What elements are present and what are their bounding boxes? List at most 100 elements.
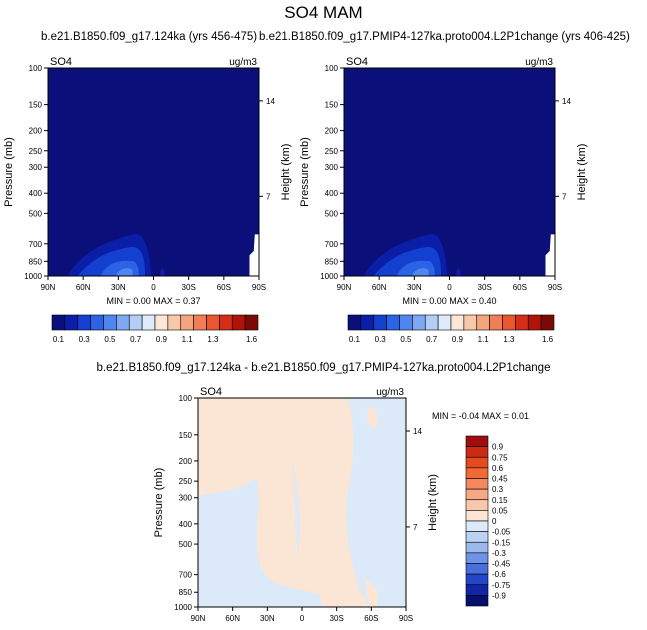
negative-island <box>358 540 365 560</box>
colorbar-box <box>465 520 489 532</box>
colorbar-tick-label: -0.45 <box>492 560 511 569</box>
x-tick-label: 30N <box>260 614 275 623</box>
colorbar-box <box>465 510 489 522</box>
units-label: ug/m3 <box>525 57 553 68</box>
x-tick-label: 60N <box>372 283 387 292</box>
panel2-field <box>344 68 555 276</box>
colorbar-box <box>465 595 489 607</box>
colorbar-box <box>399 314 413 331</box>
y-tick-label: 700 <box>179 571 193 580</box>
colorbar-box <box>465 541 489 554</box>
units-label: ug/m3 <box>376 387 404 398</box>
terrain-mask <box>545 234 555 276</box>
panel3-field <box>198 398 406 607</box>
x-tick-label: 90S <box>399 614 413 623</box>
x-tick-label: 90N <box>337 283 352 292</box>
colorbar-box <box>465 435 489 447</box>
x-tick-label: 0 <box>447 283 452 292</box>
colorbar-box <box>424 314 439 331</box>
y-tick-label: 100 <box>325 64 339 73</box>
colorbar-box <box>465 584 489 596</box>
colorbar-box <box>489 314 503 331</box>
colorbar-box <box>465 456 489 469</box>
colorbar-tick-label: 1.6 <box>542 335 554 344</box>
y-tick-label: 150 <box>29 101 43 110</box>
y-tick-label: 200 <box>179 457 193 466</box>
y-tick-label: 250 <box>179 477 193 486</box>
colorbar-tick-label: -0.3 <box>492 549 506 558</box>
positive-pocket-1 <box>367 406 378 429</box>
colorbar-box <box>527 314 542 331</box>
x-tick-label: 60N <box>76 283 91 292</box>
colorbar-box <box>412 314 426 331</box>
variable-label: SO4 <box>346 56 368 68</box>
y-tick-label: 300 <box>325 163 339 172</box>
colorbar-box <box>154 314 169 331</box>
colorbar-tick-label: 0.1 <box>349 335 361 344</box>
panel2-stats: MIN = 0.00 MAX = 0.40 <box>402 296 496 306</box>
contour-level-4 <box>411 268 429 276</box>
right-axis-label: Height (km) <box>280 144 292 201</box>
colorbar-box <box>450 314 465 331</box>
colorbar-box <box>128 314 143 331</box>
colorbar-box <box>515 314 529 331</box>
colorbar-box <box>116 314 130 331</box>
y-tick-label: 500 <box>179 540 193 549</box>
colorbar-tick-label: 1.1 <box>182 335 194 344</box>
colorbar-tick-label: 1.6 <box>246 335 258 344</box>
colorbar-box <box>90 314 104 331</box>
x-tick-label: 90S <box>252 283 266 292</box>
y-tick-label: 200 <box>29 127 43 136</box>
colorbar-box <box>141 314 156 331</box>
colorbar-tick-label: 1.3 <box>207 335 219 344</box>
x-tick-label: 90N <box>191 614 206 623</box>
contour-level-4 <box>115 268 133 276</box>
x-tick-label: 60S <box>364 614 378 623</box>
right-tick-label: 7 <box>266 192 271 201</box>
panel3-stats: MIN = -0.04 MAX = 0.01 <box>432 411 529 421</box>
colorbar-box <box>465 573 489 586</box>
colorbar-tick-label: 0.9 <box>156 335 168 344</box>
y-tick-label: 300 <box>29 163 43 172</box>
y-tick-label: 400 <box>325 189 339 198</box>
colorbar-tick-label: 0.7 <box>130 335 142 344</box>
colorbar-tick-label: 0.5 <box>104 335 116 344</box>
colorbar-box <box>502 314 516 331</box>
negative-strip <box>291 460 300 555</box>
y-tick-label: 100 <box>29 64 43 73</box>
y-tick-label: 700 <box>29 240 43 249</box>
colorbar-tick-label: 0.7 <box>426 335 438 344</box>
colorbar-tick-label: 0.75 <box>492 453 508 462</box>
panel2-axes: 90N 60N 30N 0 30S 60S 90S 100 150 200 250 300 400 500… <box>299 56 588 292</box>
right-tick-label: 7 <box>562 192 567 201</box>
x-tick-label: 60S <box>513 283 527 292</box>
panel1-field <box>48 68 259 276</box>
y-tick-label: 100 <box>179 394 193 403</box>
colorbar-tick-label: 0.1 <box>53 335 65 344</box>
colorbar-box <box>465 478 489 490</box>
panel1-stats: MIN = 0.00 MAX = 0.37 <box>106 296 200 306</box>
colorbar-tick-label: 0.3 <box>375 335 387 344</box>
y-tick-label: 850 <box>29 257 43 266</box>
x-tick-label: 90S <box>548 283 562 292</box>
colorbar-box <box>77 314 91 331</box>
colorbar-box <box>193 314 207 331</box>
panel3-title: b.e21.B1850.f09_g17.124ka - b.e21.B1850.… <box>96 362 551 374</box>
negative-region-north <box>198 477 323 607</box>
colorbar-box <box>465 446 489 458</box>
x-tick-label: 60N <box>225 614 240 623</box>
panel1-axes: 90N 60N 30N 0 30S 60S 90S 100 150 200 250 300 400 500… <box>3 56 292 292</box>
y-tick-label: 400 <box>179 520 193 529</box>
colorbar-box <box>64 314 79 331</box>
colorbar-box <box>360 314 375 331</box>
y-tick-label: 1000 <box>174 603 192 612</box>
right-tick-label: 7 <box>413 523 418 532</box>
colorbar-tick-label: 1.3 <box>503 335 515 344</box>
panel1-colorbar: 0.1 0.3 0.5 0.7 0.9 1.1 1.3 1.6 <box>51 314 259 344</box>
y-tick-label: 150 <box>325 101 339 110</box>
colorbar-box <box>437 314 452 331</box>
y-tick-label: 500 <box>325 209 339 218</box>
x-tick-label: 30N <box>111 283 126 292</box>
colorbar-box <box>386 314 400 331</box>
